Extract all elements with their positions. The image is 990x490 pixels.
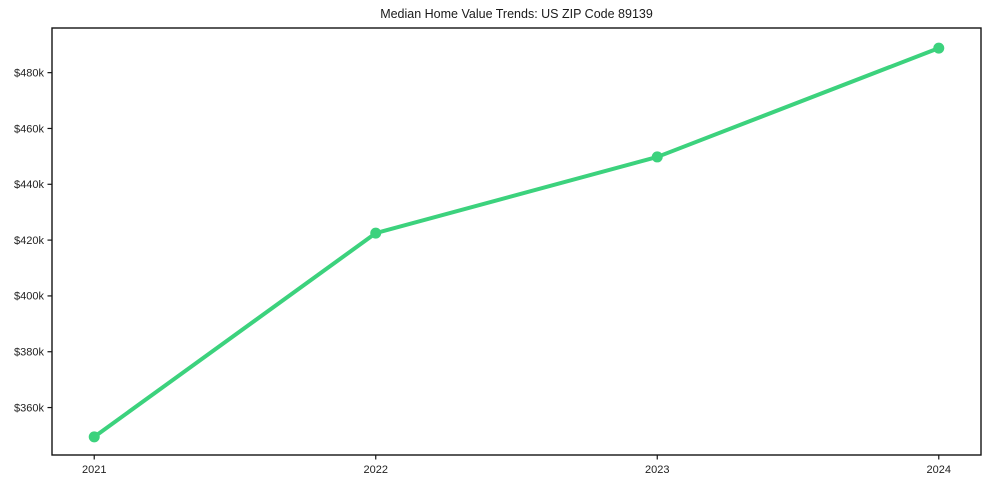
x-tick-label: 2021 bbox=[82, 464, 106, 476]
chart-title: Median Home Value Trends: US ZIP Code 89… bbox=[380, 7, 653, 21]
y-tick-label: $360k bbox=[14, 402, 44, 414]
y-tick-label: $400k bbox=[14, 291, 44, 303]
x-tick-label: 2022 bbox=[364, 464, 388, 476]
plot-border bbox=[51, 27, 982, 456]
data-point-2022 bbox=[370, 227, 382, 239]
y-tick-label: $380k bbox=[14, 347, 44, 359]
y-tick-label: $420k bbox=[14, 235, 44, 247]
y-tick-label: $460k bbox=[14, 123, 44, 135]
trend-line bbox=[92, 46, 941, 439]
x-tick-label: 2023 bbox=[645, 464, 669, 476]
data-point-2021 bbox=[88, 431, 100, 443]
x-tick-label: 2024 bbox=[927, 464, 951, 476]
y-tick-label: $480k bbox=[14, 67, 44, 79]
y-tick-label: $440k bbox=[14, 179, 44, 191]
data-point-2023 bbox=[651, 151, 663, 163]
data-point-2024 bbox=[933, 42, 945, 54]
